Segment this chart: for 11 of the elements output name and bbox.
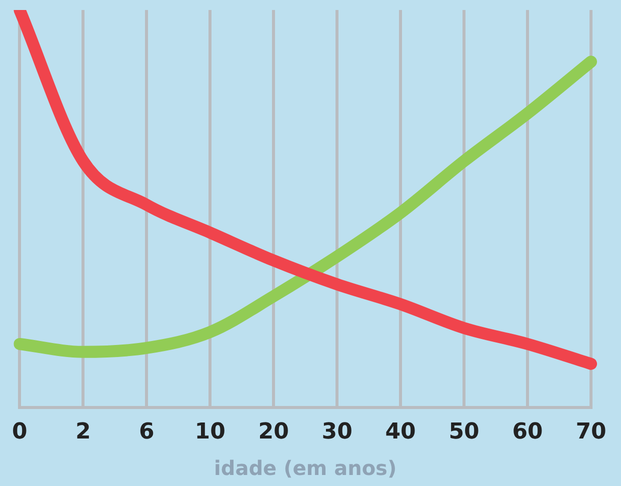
x-tick-label: 6 (138, 420, 154, 445)
x-tick-label: 20 (258, 420, 289, 445)
x-tick-label: 30 (322, 420, 352, 445)
x-axis-title: idade (em anos) (214, 456, 397, 480)
x-tick-label: 40 (385, 420, 416, 445)
x-tick-label: 70 (576, 420, 606, 445)
x-tick-label: 10 (194, 420, 226, 445)
x-tick-label: 2 (75, 420, 91, 445)
x-tick-label: 0 (12, 420, 28, 445)
x-tick-label: 50 (448, 420, 480, 445)
x-tick-label: 60 (512, 420, 543, 445)
